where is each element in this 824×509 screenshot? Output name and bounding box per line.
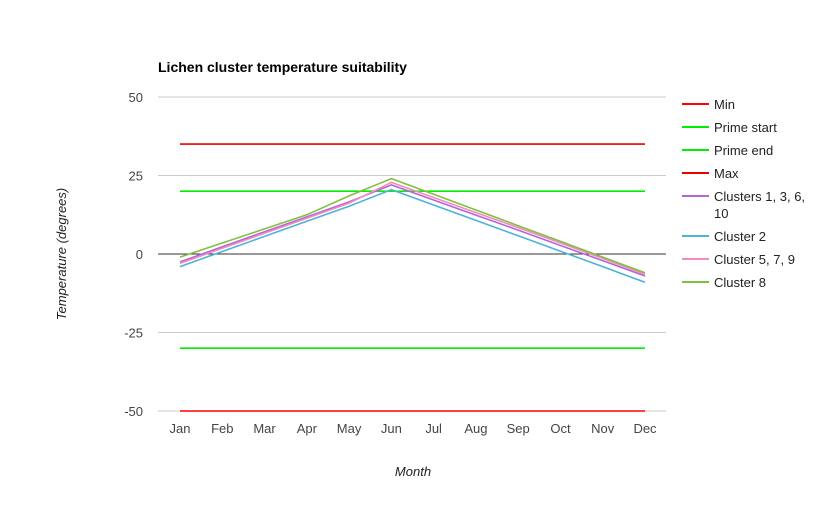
legend-label: Cluster 8 — [714, 275, 766, 290]
legend-label: Cluster 5, 7, 9 — [714, 252, 795, 267]
y-tick-label: 50 — [129, 90, 143, 105]
x-tick-label: Nov — [591, 421, 615, 436]
x-tick-label: Apr — [297, 421, 318, 436]
y-tick-label: -50 — [124, 404, 143, 419]
legend: Min Prime start Prime end Max Clusters 1, 3,… — [682, 97, 805, 290]
x-tick-label: Mar — [253, 421, 276, 436]
legend-label: Prime start — [714, 120, 777, 135]
x-tick-label: Aug — [464, 421, 487, 436]
y-tick-label: 0 — [136, 247, 143, 262]
x-tick-label: Jun — [381, 421, 402, 436]
legend-label: Cluster 2 — [714, 229, 766, 244]
legend-label: Clusters 1, 3, 6, 10 — [714, 189, 805, 221]
x-tick-label: Oct — [550, 421, 571, 436]
x-axis-ticks: Jan Feb Mar Apr May Jun Jul Aug Sep Oct Nov Dec — [170, 421, 658, 436]
legend-label: Min — [714, 97, 735, 112]
y-axis-title: Temperature (degrees) — [54, 188, 69, 320]
series-line — [179, 188, 646, 284]
chart-title: Lichen cluster temperature suitability — [158, 59, 407, 75]
x-tick-label: Dec — [633, 421, 657, 436]
x-axis-title: Month — [395, 464, 431, 479]
series-line — [179, 181, 646, 276]
series-lines — [179, 143, 646, 412]
y-tick-label: -25 — [124, 326, 143, 341]
x-tick-label: Jan — [170, 421, 191, 436]
legend-label: Max — [714, 166, 739, 181]
series-line — [179, 177, 646, 274]
y-axis-ticks: 50 25 0 -25 -50 — [124, 90, 143, 419]
x-tick-label: Feb — [211, 421, 233, 436]
y-tick-label: 25 — [129, 169, 143, 184]
x-tick-label: Jul — [425, 421, 442, 436]
legend-label: Prime end — [714, 143, 773, 158]
x-tick-label: Sep — [507, 421, 530, 436]
series-line — [179, 184, 646, 277]
x-tick-label: May — [337, 421, 362, 436]
